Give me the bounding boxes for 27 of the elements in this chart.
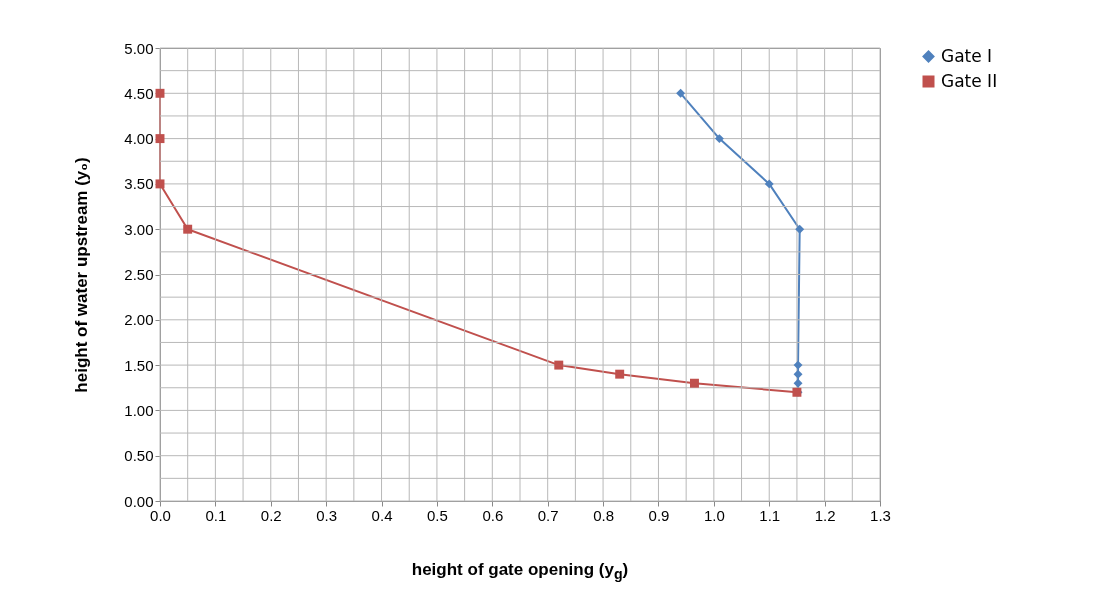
x-tick-label: 0.5	[426, 506, 448, 524]
y-tick-label: 5.00	[124, 39, 154, 57]
x-axis-title: height of gate opening (y$_{g}$)	[411, 560, 629, 583]
x-tick-label: 1.1	[759, 506, 781, 524]
x-tick-label: 1.3	[870, 506, 891, 524]
x-tick-label: 1.2	[814, 506, 836, 524]
y-tick-label: 2.00	[124, 311, 154, 329]
x-tick-label: 1.0	[703, 506, 725, 524]
x-tick-label: 0.8	[593, 506, 615, 524]
x-tick-label: 0.9	[648, 506, 670, 524]
y-axis-title: height of water upstream (y₀)	[72, 157, 92, 393]
legend-label: Gate I	[941, 45, 993, 66]
y-tick-label: 0.50	[124, 447, 154, 465]
y-tick-label: 4.50	[124, 84, 154, 102]
x-tick-label: 0.3	[316, 506, 338, 524]
y-tick-label: 4.00	[124, 130, 154, 148]
x-tick-label: 0.2	[260, 506, 282, 524]
y-tick-label: 1.50	[124, 356, 154, 374]
y-tick-label: 2.50	[124, 266, 154, 283]
x-tick-label: 0.1	[205, 506, 227, 524]
y-tick-label: 1.00	[124, 401, 154, 419]
x-tick-label: 0.7	[537, 506, 559, 524]
x-tick-label: 0.4	[371, 506, 393, 524]
x-tick-label: 0.6	[482, 506, 504, 524]
y-tick-label: 3.50	[124, 175, 154, 193]
legend-label: Gate II	[941, 70, 998, 91]
y-tick-label: 3.00	[124, 220, 154, 238]
